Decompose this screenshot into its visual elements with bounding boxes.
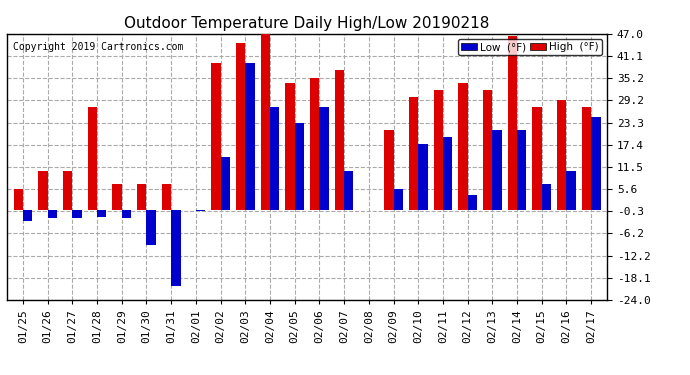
Bar (517, 130, 526, 210)
Bar (285, 83, 295, 210)
Bar (418, 144, 428, 210)
Bar (245, 63, 255, 210)
Bar (508, 36, 517, 210)
Bar (557, 100, 566, 210)
Bar (468, 195, 477, 210)
Bar (319, 107, 329, 210)
Bar (23, 210, 32, 221)
Bar (344, 171, 353, 210)
Bar (409, 97, 418, 210)
Legend: Low  (°F), High  (°F): Low (°F), High (°F) (458, 39, 602, 55)
Bar (171, 210, 181, 286)
Bar (582, 107, 591, 210)
Bar (88, 107, 97, 210)
Bar (121, 210, 131, 218)
Bar (591, 117, 600, 210)
Bar (433, 90, 443, 210)
Bar (310, 78, 319, 210)
Bar (236, 43, 245, 210)
Bar (393, 189, 403, 210)
Bar (161, 184, 171, 210)
Bar (483, 90, 493, 210)
Bar (335, 70, 344, 210)
Bar (493, 130, 502, 210)
Bar (146, 210, 156, 245)
Bar (48, 210, 57, 218)
Bar (221, 158, 230, 210)
Bar (458, 83, 468, 210)
Text: Copyright 2019 Cartronics.com: Copyright 2019 Cartronics.com (13, 42, 184, 52)
Bar (211, 63, 221, 210)
Title: Outdoor Temperature Daily High/Low 20190218: Outdoor Temperature Daily High/Low 20190… (124, 16, 490, 31)
Bar (97, 210, 106, 218)
Bar (542, 184, 551, 210)
Bar (14, 189, 23, 210)
Bar (112, 184, 121, 210)
Bar (533, 107, 542, 210)
Bar (270, 107, 279, 210)
Bar (63, 171, 72, 210)
Bar (443, 137, 453, 210)
Bar (295, 123, 304, 210)
Bar (261, 29, 270, 210)
Bar (137, 184, 146, 210)
Bar (72, 210, 81, 218)
Bar (566, 171, 576, 210)
Bar (38, 171, 48, 210)
Bar (384, 130, 393, 210)
Bar (196, 210, 205, 211)
